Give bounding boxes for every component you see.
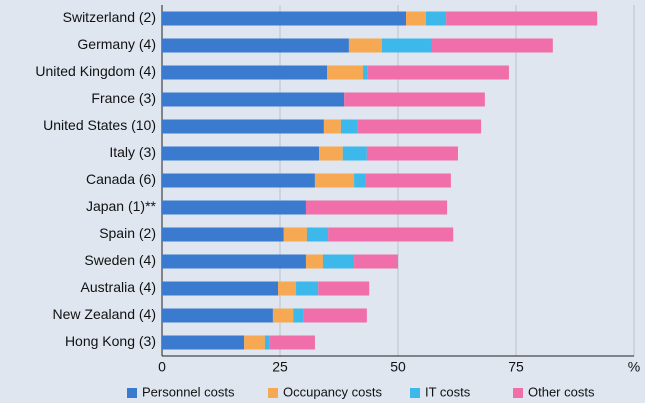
legend-label: Other costs [528, 384, 595, 399]
bar-segment [322, 254, 355, 269]
y-tick-label: Italy (3) [109, 144, 156, 160]
y-tick-label: Australia (4) [81, 279, 156, 295]
bar-segment [363, 65, 368, 80]
legend-label: Personnel costs [142, 384, 235, 399]
legend-label: IT costs [425, 384, 471, 399]
bar-segment [162, 227, 284, 242]
bar-segment [269, 335, 315, 350]
bar-segment [162, 11, 407, 26]
bar-segment [318, 281, 370, 296]
y-tick-label: Switzerland (2) [63, 9, 156, 25]
bar-segment [162, 38, 349, 53]
bar-segment [319, 146, 343, 161]
y-tick-label: United States (10) [43, 117, 156, 133]
bar-segment [283, 227, 307, 242]
bar-segment [305, 200, 448, 215]
bar-segment [357, 119, 482, 134]
y-tick-label: Hong Kong (3) [65, 333, 156, 349]
x-tick-label: 75 [508, 359, 524, 375]
x-tick-label: 25 [272, 359, 288, 375]
x-tick-label: % [628, 359, 640, 375]
bar-segment [342, 146, 367, 161]
bar-segment [381, 38, 432, 53]
bar-segment [162, 281, 279, 296]
bar-segment [446, 11, 598, 26]
bar-segment [272, 308, 294, 323]
bar-segment [162, 254, 306, 269]
bar-segment [366, 146, 458, 161]
y-tick-label: Sweden (4) [84, 252, 156, 268]
y-tick-label: New Zealand (4) [53, 306, 157, 322]
bar-segment [162, 146, 320, 161]
bar-segment [340, 119, 358, 134]
bar-segment [293, 308, 304, 323]
x-tick-label: 50 [390, 359, 406, 375]
bar-segment [306, 227, 329, 242]
legend-swatch [268, 388, 278, 398]
bar-segment [264, 335, 270, 350]
y-tick-label: United Kingdom (4) [35, 63, 156, 79]
bar-segment [406, 11, 426, 26]
bar-segment [162, 92, 345, 107]
bar-segment [244, 335, 265, 350]
legend-swatch [513, 388, 523, 398]
bar-segment [348, 38, 382, 53]
bar-segment [162, 119, 324, 134]
bar-segment [431, 38, 553, 53]
bar-segment [314, 173, 355, 188]
y-tick-label: Japan (1)** [86, 198, 157, 214]
bar-segment [328, 227, 454, 242]
bar-segment [162, 173, 315, 188]
bar-segment [327, 65, 364, 80]
bar-segment [365, 173, 451, 188]
bar-segment [354, 254, 398, 269]
y-tick-label: Spain (2) [99, 225, 156, 241]
bar-segment [296, 281, 319, 296]
bar-segment [162, 335, 245, 350]
bar-segment [305, 254, 323, 269]
bar-segment [367, 65, 509, 80]
y-tick-label: Canada (6) [86, 171, 156, 187]
y-tick-label: France (3) [91, 90, 156, 106]
y-tick-label: Germany (4) [77, 36, 156, 52]
bar-segment [162, 200, 306, 215]
bar-segment [278, 281, 297, 296]
bar-segment [162, 308, 273, 323]
bar-segment [162, 65, 328, 80]
legend-label: Occupancy costs [283, 384, 382, 399]
legend-swatch [127, 388, 137, 398]
bar-segment [354, 173, 366, 188]
x-tick-label: 0 [158, 359, 166, 375]
legend-swatch [410, 388, 420, 398]
bar-segment [425, 11, 447, 26]
bar-segment [344, 92, 485, 107]
bar-segment [303, 308, 367, 323]
bar-segment [323, 119, 341, 134]
